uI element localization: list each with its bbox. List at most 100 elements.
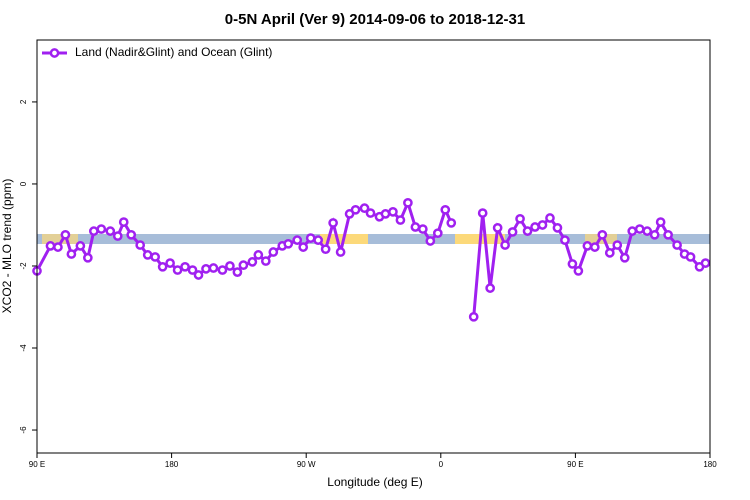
data-point <box>485 283 496 293</box>
data-point <box>253 250 264 260</box>
data-point <box>418 224 428 234</box>
y-tick-label: 0 <box>19 181 28 186</box>
data-point <box>515 213 525 224</box>
data-point <box>75 241 86 251</box>
data-point <box>619 252 630 263</box>
data-point <box>112 231 123 241</box>
data-point <box>283 238 294 249</box>
data-point <box>545 213 555 223</box>
data-point <box>225 261 235 271</box>
data-point <box>507 227 518 237</box>
data-point <box>425 236 436 246</box>
data-point <box>685 252 696 262</box>
data-point <box>477 208 488 218</box>
data-point <box>388 206 398 217</box>
data-point <box>313 235 324 245</box>
data-point <box>663 229 673 240</box>
data-point <box>492 222 503 233</box>
data-point <box>208 263 219 273</box>
legend-label: Land (Nadir&Glint) and Ocean (Glint) <box>75 45 272 59</box>
data-point <box>217 265 228 275</box>
y-axis-label: XCO2 - MLO trend (ppm) <box>0 179 14 314</box>
data-point <box>567 259 578 269</box>
data-point <box>672 240 682 250</box>
x-tick-label: 90 W <box>297 460 316 469</box>
data-point <box>359 203 370 214</box>
data-point <box>66 249 77 259</box>
data-point <box>573 266 584 276</box>
data-point <box>589 242 600 252</box>
data-point <box>365 208 376 218</box>
x-tick-label: 90 E <box>29 460 45 469</box>
data-point <box>560 235 570 245</box>
data-point <box>142 250 153 260</box>
data-point <box>655 217 666 227</box>
data-point <box>597 229 608 240</box>
data-point <box>187 265 198 275</box>
data-point <box>380 209 391 219</box>
x-tick-label: 90 E <box>567 460 583 469</box>
data-point <box>649 229 660 240</box>
data-point <box>180 261 190 272</box>
data-point <box>157 261 168 272</box>
data-point <box>627 226 638 236</box>
data-point <box>350 204 361 215</box>
data-point <box>82 252 93 263</box>
data-point <box>238 260 249 271</box>
data-point <box>552 222 563 233</box>
data-point <box>582 241 593 251</box>
data-point <box>335 247 346 257</box>
data-point <box>53 242 63 252</box>
data-point <box>432 228 443 239</box>
data-point <box>403 197 413 208</box>
data-point <box>118 217 129 227</box>
y-tick-label: -2 <box>19 262 28 270</box>
data-point <box>522 226 533 236</box>
plot-frame <box>36 39 711 454</box>
data-point <box>468 311 479 322</box>
y-tick-label: -6 <box>19 426 28 434</box>
data-point <box>232 267 243 277</box>
data-point <box>165 258 175 268</box>
x-tick-label: 0 <box>439 460 444 469</box>
data-point <box>320 244 331 255</box>
data-point <box>410 222 421 232</box>
chart-title: 0-5N April (Ver 9) 2014-09-06 to 2018-12… <box>225 11 525 28</box>
data-point <box>530 222 540 232</box>
data-point <box>150 252 160 262</box>
data-point <box>135 240 146 250</box>
data-point <box>201 264 211 274</box>
legend-marker <box>49 48 60 58</box>
x-tick-label: 180 <box>703 460 717 469</box>
data-point <box>500 240 510 250</box>
data-point <box>260 256 271 266</box>
data-point <box>96 224 107 234</box>
data-point <box>634 224 645 234</box>
data-point <box>60 229 71 240</box>
data-point <box>305 233 316 243</box>
x-axis-label: Longitude (deg E) <box>327 475 422 489</box>
data-point <box>105 226 116 236</box>
data-point <box>268 247 279 257</box>
data-point <box>440 204 451 215</box>
data-point <box>193 270 204 280</box>
data-point <box>126 229 137 240</box>
land-band <box>42 234 78 244</box>
data-point <box>604 248 615 258</box>
data-point <box>45 241 56 251</box>
data-point <box>446 218 457 228</box>
y-tick-label: -4 <box>19 344 28 352</box>
data-point <box>328 218 338 228</box>
data-point <box>292 235 303 245</box>
data-point <box>700 258 711 268</box>
data-point <box>612 240 623 250</box>
data-point <box>88 226 99 236</box>
ocean-band <box>37 234 710 244</box>
data-point <box>298 242 309 252</box>
data-point <box>537 220 548 230</box>
y-tick-label: 2 <box>19 99 28 104</box>
data-point <box>395 215 406 225</box>
data-point <box>247 257 258 267</box>
data-point <box>642 226 653 236</box>
